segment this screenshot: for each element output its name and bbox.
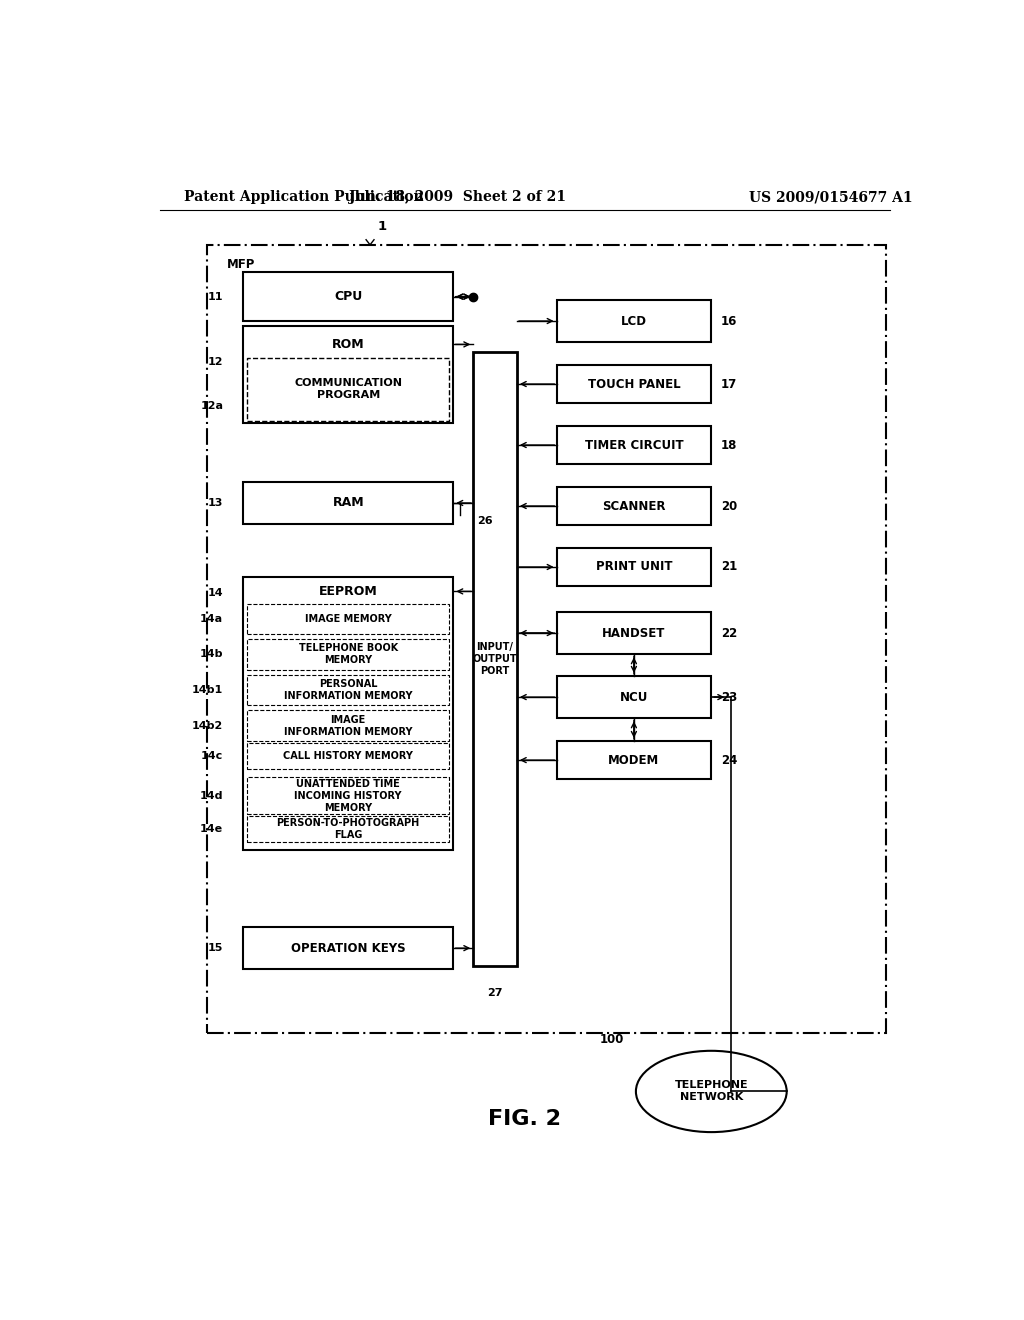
Text: 14b1: 14b1: [191, 685, 223, 694]
FancyBboxPatch shape: [247, 777, 450, 814]
Text: MFP: MFP: [227, 257, 256, 271]
Text: TELEPHONE
NETWORK: TELEPHONE NETWORK: [675, 1081, 749, 1102]
Text: 27: 27: [487, 987, 503, 998]
Text: MODEM: MODEM: [608, 754, 659, 767]
FancyBboxPatch shape: [243, 927, 454, 969]
FancyBboxPatch shape: [247, 710, 450, 741]
Text: ROM: ROM: [332, 338, 365, 351]
FancyBboxPatch shape: [247, 743, 450, 768]
FancyBboxPatch shape: [247, 603, 450, 634]
Text: 20: 20: [721, 499, 737, 512]
Text: 17: 17: [721, 378, 737, 391]
Text: 18: 18: [721, 438, 737, 451]
Text: 24: 24: [721, 754, 737, 767]
Text: HANDSET: HANDSET: [602, 627, 666, 640]
Ellipse shape: [636, 1051, 786, 1133]
Text: INPUT/
OUTPUT
PORT: INPUT/ OUTPUT PORT: [473, 642, 517, 676]
Text: 15: 15: [208, 944, 223, 953]
FancyBboxPatch shape: [557, 426, 712, 465]
FancyBboxPatch shape: [243, 272, 454, 321]
Text: TOUCH PANEL: TOUCH PANEL: [588, 378, 680, 391]
FancyBboxPatch shape: [247, 816, 450, 842]
Text: US 2009/0154677 A1: US 2009/0154677 A1: [749, 190, 912, 205]
Text: CPU: CPU: [334, 290, 362, 304]
FancyBboxPatch shape: [557, 364, 712, 404]
Text: 11: 11: [208, 292, 223, 302]
FancyBboxPatch shape: [557, 548, 712, 586]
Text: 100: 100: [600, 1032, 624, 1045]
Text: IMAGE MEMORY: IMAGE MEMORY: [305, 614, 391, 624]
Text: 26: 26: [477, 516, 493, 527]
Text: OPERATION KEYS: OPERATION KEYS: [291, 941, 406, 954]
Text: PRINT UNIT: PRINT UNIT: [596, 561, 672, 573]
FancyBboxPatch shape: [243, 577, 454, 850]
Text: 12a: 12a: [201, 401, 223, 412]
Text: FIG. 2: FIG. 2: [488, 1109, 561, 1129]
FancyBboxPatch shape: [247, 675, 450, 705]
FancyBboxPatch shape: [243, 482, 454, 524]
Text: CALL HISTORY MEMORY: CALL HISTORY MEMORY: [284, 751, 413, 762]
Text: LCD: LCD: [621, 314, 647, 327]
Text: RAM: RAM: [333, 496, 365, 510]
Text: TIMER CIRCUIT: TIMER CIRCUIT: [585, 438, 683, 451]
FancyBboxPatch shape: [557, 611, 712, 655]
FancyBboxPatch shape: [557, 676, 712, 718]
Text: PERSONAL
INFORMATION MEMORY: PERSONAL INFORMATION MEMORY: [284, 678, 413, 701]
Text: 14c: 14c: [201, 751, 223, 762]
Text: COMMUNICATION
PROGRAM: COMMUNICATION PROGRAM: [294, 378, 402, 400]
FancyBboxPatch shape: [557, 741, 712, 779]
Text: PERSON-TO-PHOTOGRAPH
FLAG: PERSON-TO-PHOTOGRAPH FLAG: [276, 818, 420, 841]
FancyBboxPatch shape: [557, 300, 712, 342]
FancyBboxPatch shape: [243, 326, 454, 422]
FancyBboxPatch shape: [473, 351, 517, 966]
FancyBboxPatch shape: [247, 358, 450, 421]
Text: 23: 23: [721, 690, 737, 704]
Text: 14a: 14a: [200, 614, 223, 624]
Text: TELEPHONE BOOK
MEMORY: TELEPHONE BOOK MEMORY: [299, 643, 398, 665]
Text: SCANNER: SCANNER: [602, 499, 666, 512]
Text: 16: 16: [721, 314, 737, 327]
Text: 14e: 14e: [200, 824, 223, 834]
Text: 14b: 14b: [200, 649, 223, 660]
Text: 14b2: 14b2: [191, 721, 223, 730]
Text: 21: 21: [721, 561, 737, 573]
Text: NCU: NCU: [620, 690, 648, 704]
Text: 14d: 14d: [200, 791, 223, 801]
Text: Jun. 18, 2009  Sheet 2 of 21: Jun. 18, 2009 Sheet 2 of 21: [349, 190, 566, 205]
FancyBboxPatch shape: [247, 639, 450, 669]
Text: 13: 13: [208, 498, 223, 508]
FancyBboxPatch shape: [557, 487, 712, 525]
Text: IMAGE
INFORMATION MEMORY: IMAGE INFORMATION MEMORY: [284, 714, 413, 737]
Text: 14: 14: [208, 589, 223, 598]
Text: 12: 12: [208, 356, 223, 367]
Text: UNATTENDED TIME
INCOMING HISTORY
MEMORY: UNATTENDED TIME INCOMING HISTORY MEMORY: [295, 779, 402, 813]
Text: 1: 1: [378, 220, 387, 234]
Text: EEPROM: EEPROM: [318, 585, 378, 598]
Text: 22: 22: [721, 627, 737, 640]
Text: Patent Application Publication: Patent Application Publication: [183, 190, 423, 205]
